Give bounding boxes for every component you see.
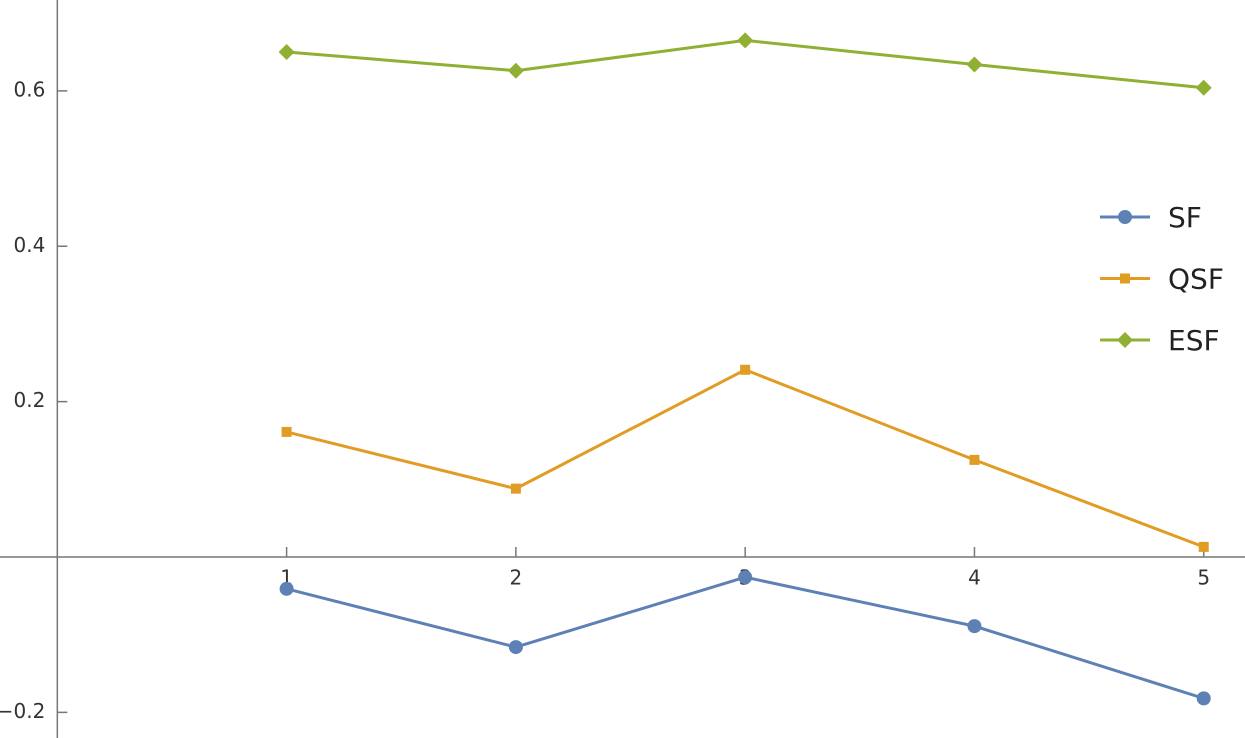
legend-label: ESF (1168, 324, 1220, 357)
data-point (507, 62, 524, 79)
data-point (737, 32, 754, 49)
legend-marker (1117, 332, 1133, 348)
series-line (286, 575, 1205, 700)
x-tick-label: 4 (968, 565, 981, 589)
legend-label: SF (1168, 201, 1202, 234)
legend-marker (1118, 210, 1132, 224)
data-point (966, 56, 983, 73)
data-point (508, 640, 523, 655)
data-point (969, 454, 980, 465)
data-point (1195, 79, 1212, 96)
y-tick-label: 0.6 (14, 77, 46, 101)
data-point (738, 570, 753, 585)
data-point (279, 581, 294, 596)
y-tick-label: 0.4 (14, 233, 46, 257)
x-tick-label: 5 (1197, 565, 1210, 589)
x-tick-label: 2 (510, 565, 523, 589)
y-tick-label: −0.2 (0, 699, 45, 723)
legend-marker (1120, 273, 1130, 284)
data-point (510, 483, 521, 494)
series-line (286, 368, 1205, 549)
data-point (1196, 691, 1211, 706)
y-tick-label: 0.2 (14, 388, 46, 412)
data-point (281, 426, 292, 437)
data-point (278, 44, 295, 61)
legend-label: QSF (1168, 263, 1224, 296)
data-point (967, 619, 982, 634)
data-point (740, 364, 751, 375)
data-point (1198, 541, 1209, 552)
